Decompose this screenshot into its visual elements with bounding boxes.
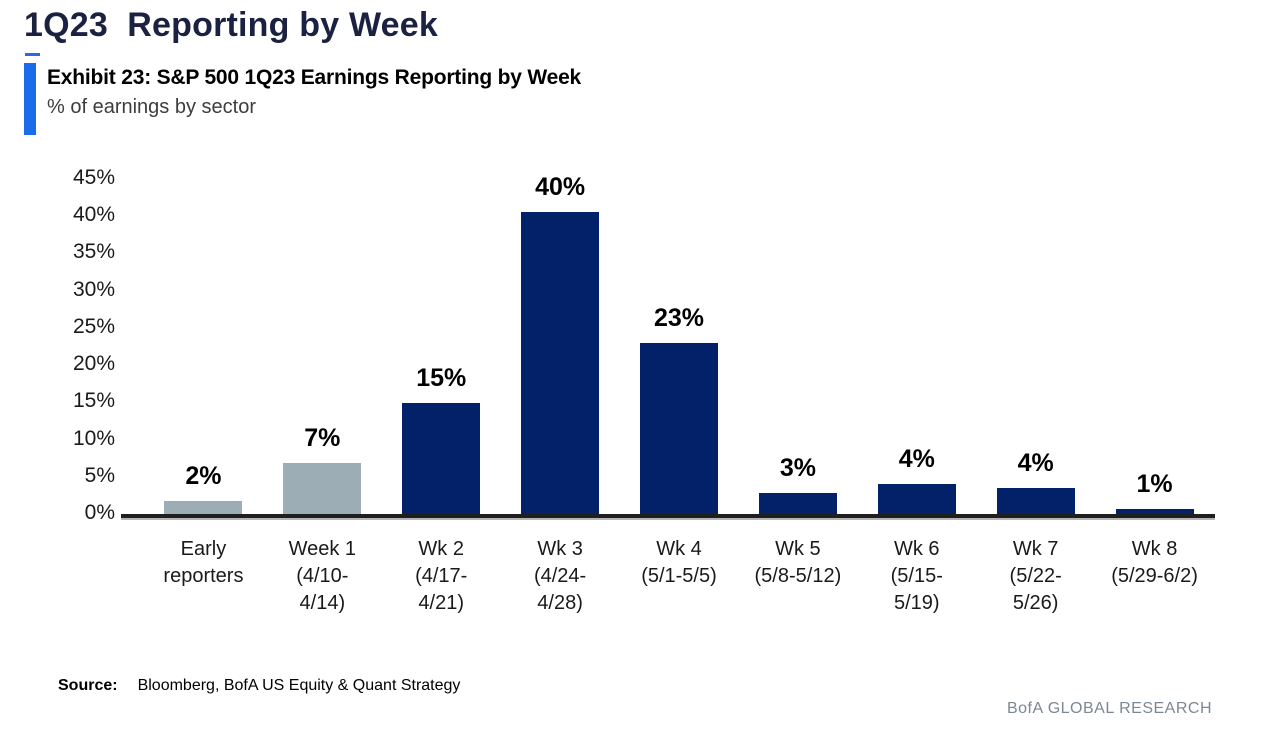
bar-slot: 1%	[1095, 178, 1214, 516]
bar	[164, 500, 243, 516]
source-text: Bloomberg, BofA US Equity & Quant Strate…	[137, 677, 461, 694]
source-note: Source: Bloomberg, BofA US Equity & Quant…	[58, 677, 460, 695]
brand-credit: BofA GLOBAL RESEARCH	[1006, 700, 1212, 717]
bar-value-label: 40%	[535, 172, 586, 201]
x-axis-label: Wk 6 (5/15- 5/19)	[890, 538, 943, 614]
bar	[758, 493, 837, 516]
y-axis-tick: 0%	[84, 501, 115, 524]
exhibit-text-block: Exhibit 23: S&P 500 1Q23 Earnings Report…	[47, 63, 581, 135]
x-axis-label: Wk 5 (5/8-5/12)	[754, 538, 842, 587]
exhibit-accent-bar	[24, 63, 36, 135]
bar-slot: 40%	[501, 173, 620, 516]
bar-slot: 15%	[382, 178, 501, 516]
x-axis-label: Week 1 (4/10- 4/14)	[288, 538, 357, 614]
y-axis-tick: 15%	[72, 389, 115, 413]
bar-slot: 4%	[976, 178, 1095, 516]
x-axis-label: Wk 2 (4/17- 4/21)	[415, 538, 468, 614]
x-axis-label: Wk 3 (4/24- 4/28)	[533, 538, 587, 614]
bar	[877, 483, 956, 516]
bars-container: 2% 7% 15% 40% 23% 3% 4% 4% 1%	[144, 173, 1214, 516]
y-axis-tick: 20%	[72, 352, 115, 376]
y-axis-tick: 35%	[72, 240, 115, 264]
source-label: Source:	[58, 677, 118, 694]
plot-area: 2% 7% 15% 40% 23% 3% 4% 4% 1%	[122, 173, 1214, 516]
x-axis-label: Wk 4 (5/1-5/5)	[641, 538, 717, 587]
bar-value-label: 7%	[304, 424, 341, 453]
bar-value-label: 3%	[779, 454, 816, 483]
bar-value-label: 4%	[898, 444, 935, 473]
x-axis-label: Wk 8 (5/29-6/2)	[1111, 538, 1198, 587]
exhibit-header: Exhibit 23: S&P 500 1Q23 Earnings Report…	[24, 63, 581, 135]
y-axis-tick: 40%	[72, 203, 115, 227]
bar	[1115, 509, 1194, 516]
x-axis-label: Early reporters	[163, 538, 244, 587]
bar	[521, 211, 600, 516]
exhibit-subtitle: % of earnings by sector	[47, 96, 256, 118]
y-axis-tick: 25%	[72, 314, 115, 338]
bar-value-label: 4%	[1017, 449, 1054, 478]
bar-slot: 2%	[144, 178, 263, 516]
bar-slot: 23%	[620, 178, 739, 516]
bar-slot: 4%	[857, 178, 976, 516]
y-axis-tick: 45%	[72, 166, 115, 189]
title-link-underline	[25, 53, 40, 56]
bar-slot: 3%	[738, 178, 857, 516]
x-axis-labels: Early reporters Week 1 (4/10- 4/14) Wk 2 (…	[144, 536, 1214, 617]
bar-value-label: 15%	[416, 364, 467, 393]
bar	[283, 463, 362, 516]
bar-value-label: 23%	[653, 304, 705, 333]
bar	[639, 343, 718, 516]
exhibit-title: Exhibit 23: S&P 500 1Q23 Earnings Report…	[47, 66, 582, 89]
bar-value-label: 1%	[1136, 470, 1173, 499]
x-axis-line	[121, 514, 1215, 520]
y-axis-tick: 5%	[84, 463, 115, 487]
y-axis: 45% 40% 35% 30% 25% 20% 15% 10% 5% 0%	[30, 166, 115, 524]
bar-value-label: 2%	[185, 461, 222, 490]
bar	[996, 488, 1075, 516]
page-title: 1Q23 Reporting by Week	[24, 6, 438, 44]
y-axis-tick: 30%	[72, 277, 115, 301]
bar-slot: 7%	[263, 178, 382, 516]
x-axis-label: Wk 7 (5/22- 5/26)	[1009, 538, 1062, 614]
y-axis-tick: 10%	[72, 426, 115, 450]
bar	[402, 403, 481, 516]
